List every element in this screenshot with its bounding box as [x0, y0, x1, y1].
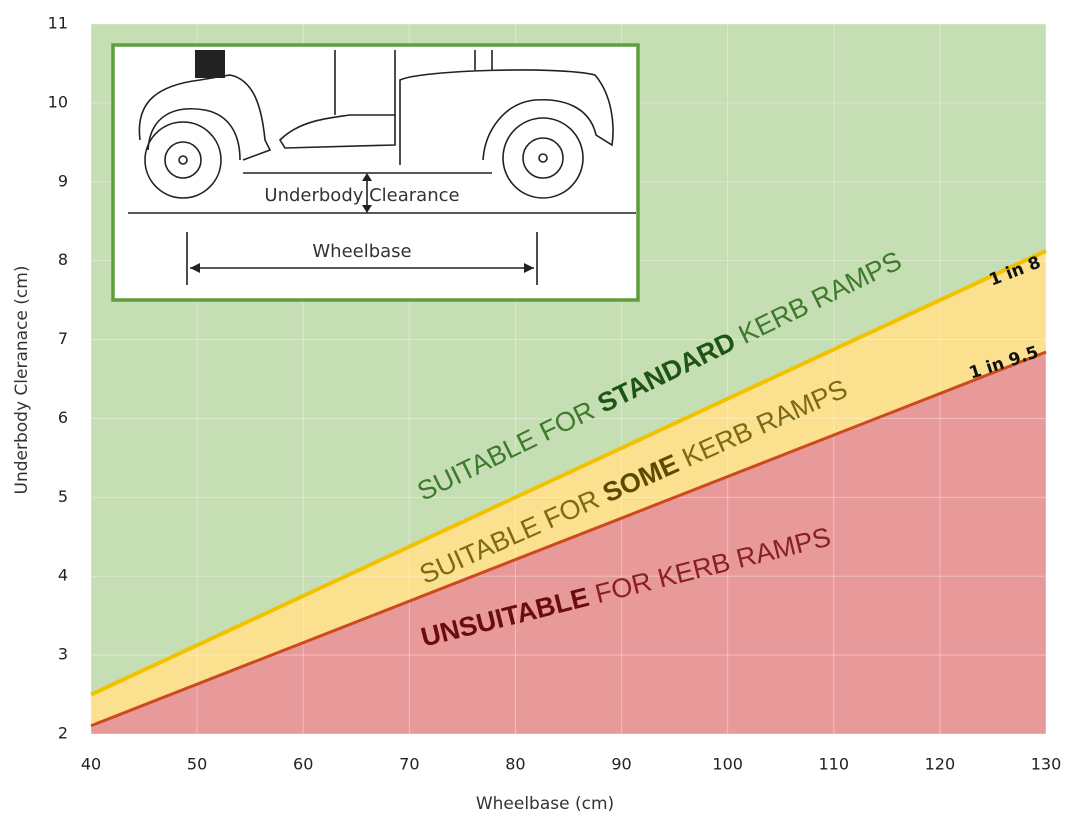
x-tick-label: 130: [1031, 755, 1062, 774]
y-tick-label: 8: [58, 250, 68, 269]
x-tick-label: 50: [187, 755, 207, 774]
x-tick-label: 90: [611, 755, 631, 774]
x-axis-title: Wheelbase (cm): [476, 794, 614, 814]
y-tick-label: 9: [58, 171, 68, 190]
x-tick-label: 100: [712, 755, 743, 774]
y-tick-label: 7: [58, 329, 68, 348]
y-tick-label: 4: [58, 566, 68, 585]
x-tick-label: 40: [81, 755, 101, 774]
chart: 1 in 81 in 9.5 Wheelbase (cm) Underbody …: [0, 0, 1065, 816]
x-tick-label: 110: [819, 755, 850, 774]
x-tick-label: 60: [293, 755, 313, 774]
y-tick-label: 5: [58, 487, 68, 506]
y-tick-label: 2: [58, 724, 68, 743]
y-tick-label: 10: [48, 92, 68, 111]
y-tick-label: 11: [48, 14, 68, 33]
clearance-label: Underbody Clearance: [264, 185, 459, 206]
x-tick-label: 70: [399, 755, 419, 774]
inset-diagram: Underbody Clearance Wheelbase: [113, 45, 638, 300]
y-axis-title: Underbody Cleranace (cm): [12, 266, 32, 495]
seat-spring: [195, 50, 225, 78]
wheelbase-label: Wheelbase: [312, 241, 411, 262]
y-tick-label: 3: [58, 645, 68, 664]
y-tick-label: 6: [58, 408, 68, 427]
x-tick-label: 80: [505, 755, 525, 774]
x-tick-label: 120: [925, 755, 956, 774]
